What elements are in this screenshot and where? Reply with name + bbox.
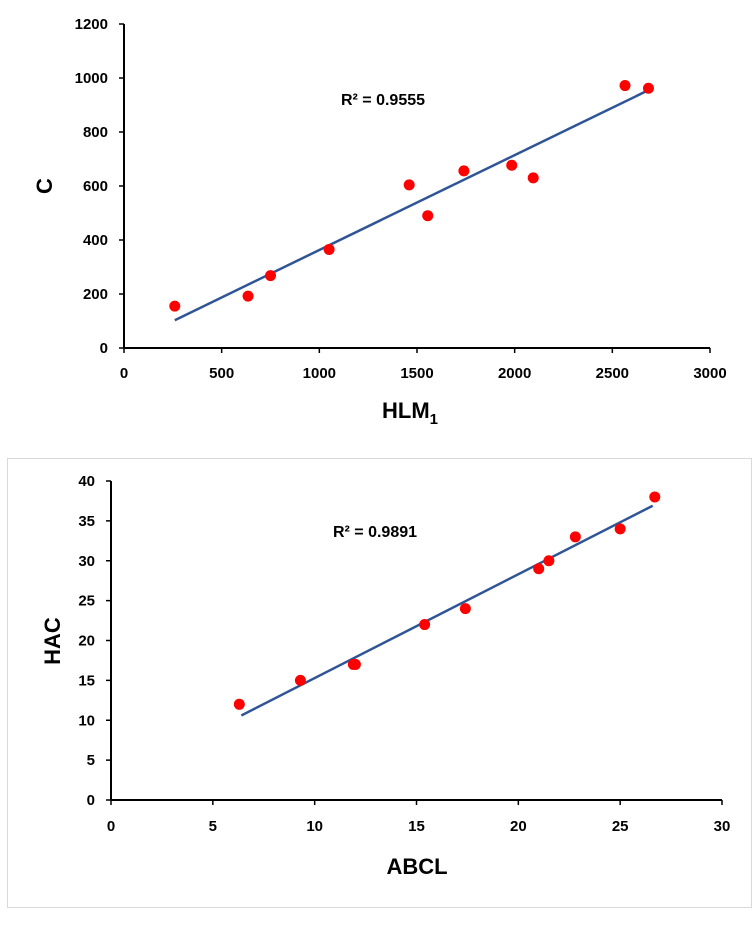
x-tick-label: 15: [408, 818, 425, 835]
y-tick-label: 600: [83, 178, 108, 195]
r-squared-label: R² = 0.9891: [333, 524, 417, 541]
x-tick-label: 500: [209, 365, 234, 382]
chart-hlm1-vs-c: 0 500 1000 1500 2000 2500 3000 0 200 400 600 800 100…: [32, 16, 727, 428]
y-tick-label: 15: [78, 672, 95, 689]
data-point: [323, 243, 335, 255]
trendline: [240, 504, 654, 717]
r-squared-label: R² = 0.9555: [341, 92, 425, 109]
y-tick-label: 0: [100, 340, 108, 357]
y-tick-label: 400: [83, 232, 108, 249]
y-tick-label: 0: [87, 792, 95, 809]
x-tick-label: 3000: [693, 365, 726, 382]
chart-abcl-vs-hac: 0 5 10 15 20 25 30 0 5 10 15 20 25 30 35 40 ABCL HAC R² = …: [40, 473, 731, 879]
y-tick-label: 800: [83, 124, 108, 141]
data-point: [458, 165, 470, 177]
y-tick-label: 25: [78, 593, 95, 610]
data-point: [527, 172, 539, 184]
x-tick-label: 10: [306, 818, 323, 835]
x-tick-label: 2000: [498, 365, 531, 382]
data-point: [419, 619, 431, 631]
y-tick-label: 40: [78, 473, 95, 490]
data-point: [619, 80, 631, 92]
data-point: [649, 491, 661, 503]
data-point: [169, 300, 181, 312]
data-point: [349, 658, 361, 670]
y-tick-label: 20: [78, 633, 95, 650]
y-tick-label: 35: [78, 513, 95, 530]
data-point: [614, 523, 626, 535]
data-point: [265, 270, 276, 282]
x-tick-label: 0: [107, 818, 115, 835]
data-point: [506, 159, 518, 171]
x-tick-label: 20: [510, 818, 527, 835]
x-tick-label: 1000: [303, 365, 336, 382]
data-point: [233, 698, 245, 710]
data-point: [533, 563, 545, 575]
data-point: [459, 603, 471, 615]
data-point: [242, 290, 254, 302]
x-axis-title: ABCL: [386, 854, 447, 879]
chart-frame: [7, 458, 752, 908]
y-tick-label: 1000: [75, 70, 108, 87]
y-tick-label: 5: [87, 752, 95, 769]
x-tick-label: 1500: [400, 365, 433, 382]
x-tick-label: 30: [714, 818, 731, 835]
y-tick-label: 200: [83, 286, 108, 303]
data-point: [403, 179, 415, 191]
data-point: [642, 82, 654, 94]
data-point: [294, 674, 306, 686]
x-tick-label: 2500: [596, 365, 629, 382]
y-axis-title: HAC: [40, 617, 65, 665]
data-point: [569, 531, 581, 543]
x-axis-title: HLM1: [382, 398, 438, 428]
x-tick-label: 5: [209, 818, 217, 835]
data-point: [543, 555, 555, 567]
y-tick-label: 30: [78, 553, 95, 570]
x-tick-label: 25: [612, 818, 629, 835]
trendline: [174, 89, 650, 322]
y-tick-label: 10: [78, 712, 95, 729]
y-tick-label: 1200: [75, 16, 108, 33]
y-axis-title: C: [32, 178, 57, 194]
x-tick-label: 0: [120, 365, 128, 382]
data-point: [422, 210, 434, 222]
